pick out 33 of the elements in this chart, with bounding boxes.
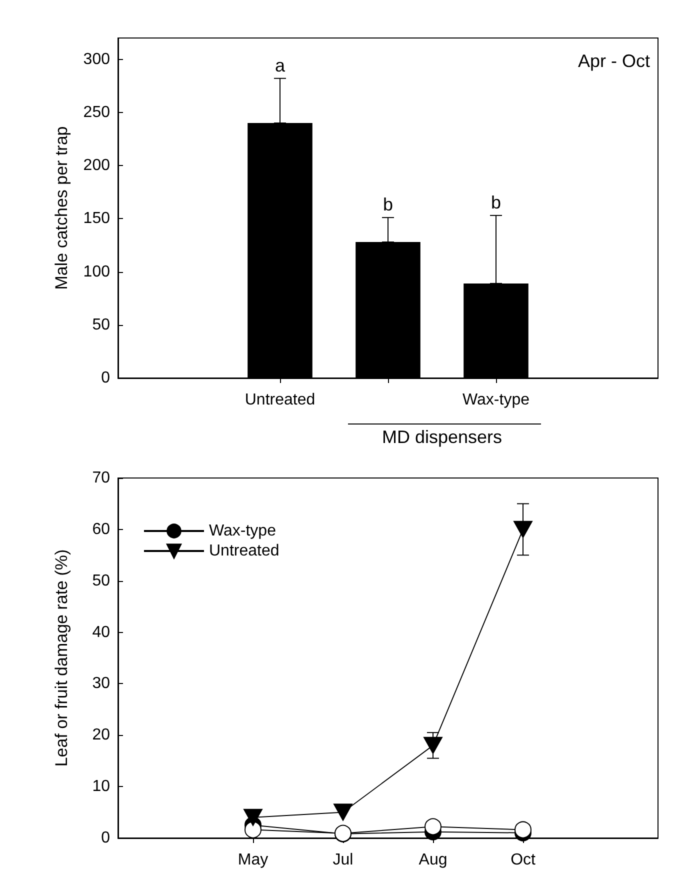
point (244, 808, 262, 826)
y-tick-label: 250 (83, 104, 110, 121)
y-tick-label: 20 (92, 726, 110, 744)
y-tick-label: 300 (83, 50, 110, 68)
y-axis-title: Male catches per trap (52, 126, 71, 290)
annotation: a (274, 55, 286, 76)
y-tick-label: 0 (101, 830, 110, 846)
y-tick-label: 150 (83, 210, 110, 228)
y-tick-label: 30 (92, 675, 110, 692)
annotation: b (490, 192, 502, 212)
y-tick-label: 200 (83, 157, 110, 174)
y-tick-label: 60 (92, 520, 110, 538)
legend-label: Untreated (209, 542, 280, 560)
y-tick-label: 70 (92, 470, 110, 486)
y-tick-label: 100 (83, 263, 110, 280)
y-tick-label: 50 (92, 316, 110, 334)
x-tick-label: Oct (510, 852, 536, 868)
point (514, 821, 532, 838)
point (424, 818, 442, 836)
y-tick-label: 10 (92, 778, 110, 796)
annotation: b (382, 194, 394, 215)
y-tick-label: 0 (101, 370, 110, 386)
x-tick-label: Jul (332, 852, 354, 868)
point (244, 821, 262, 838)
x-tick-label: Aug (418, 852, 448, 868)
y-tick-label: 40 (92, 624, 110, 641)
legend-label: Wax-type (209, 522, 276, 540)
text: MD dispensers (382, 427, 502, 447)
y-axis-title: Leaf or fruit damage rate (%) (52, 549, 71, 767)
x-tick-label: May (238, 852, 268, 868)
y-tick-label: 50 (92, 572, 110, 590)
text: Apr - Oct (578, 51, 650, 71)
point (334, 804, 352, 821)
